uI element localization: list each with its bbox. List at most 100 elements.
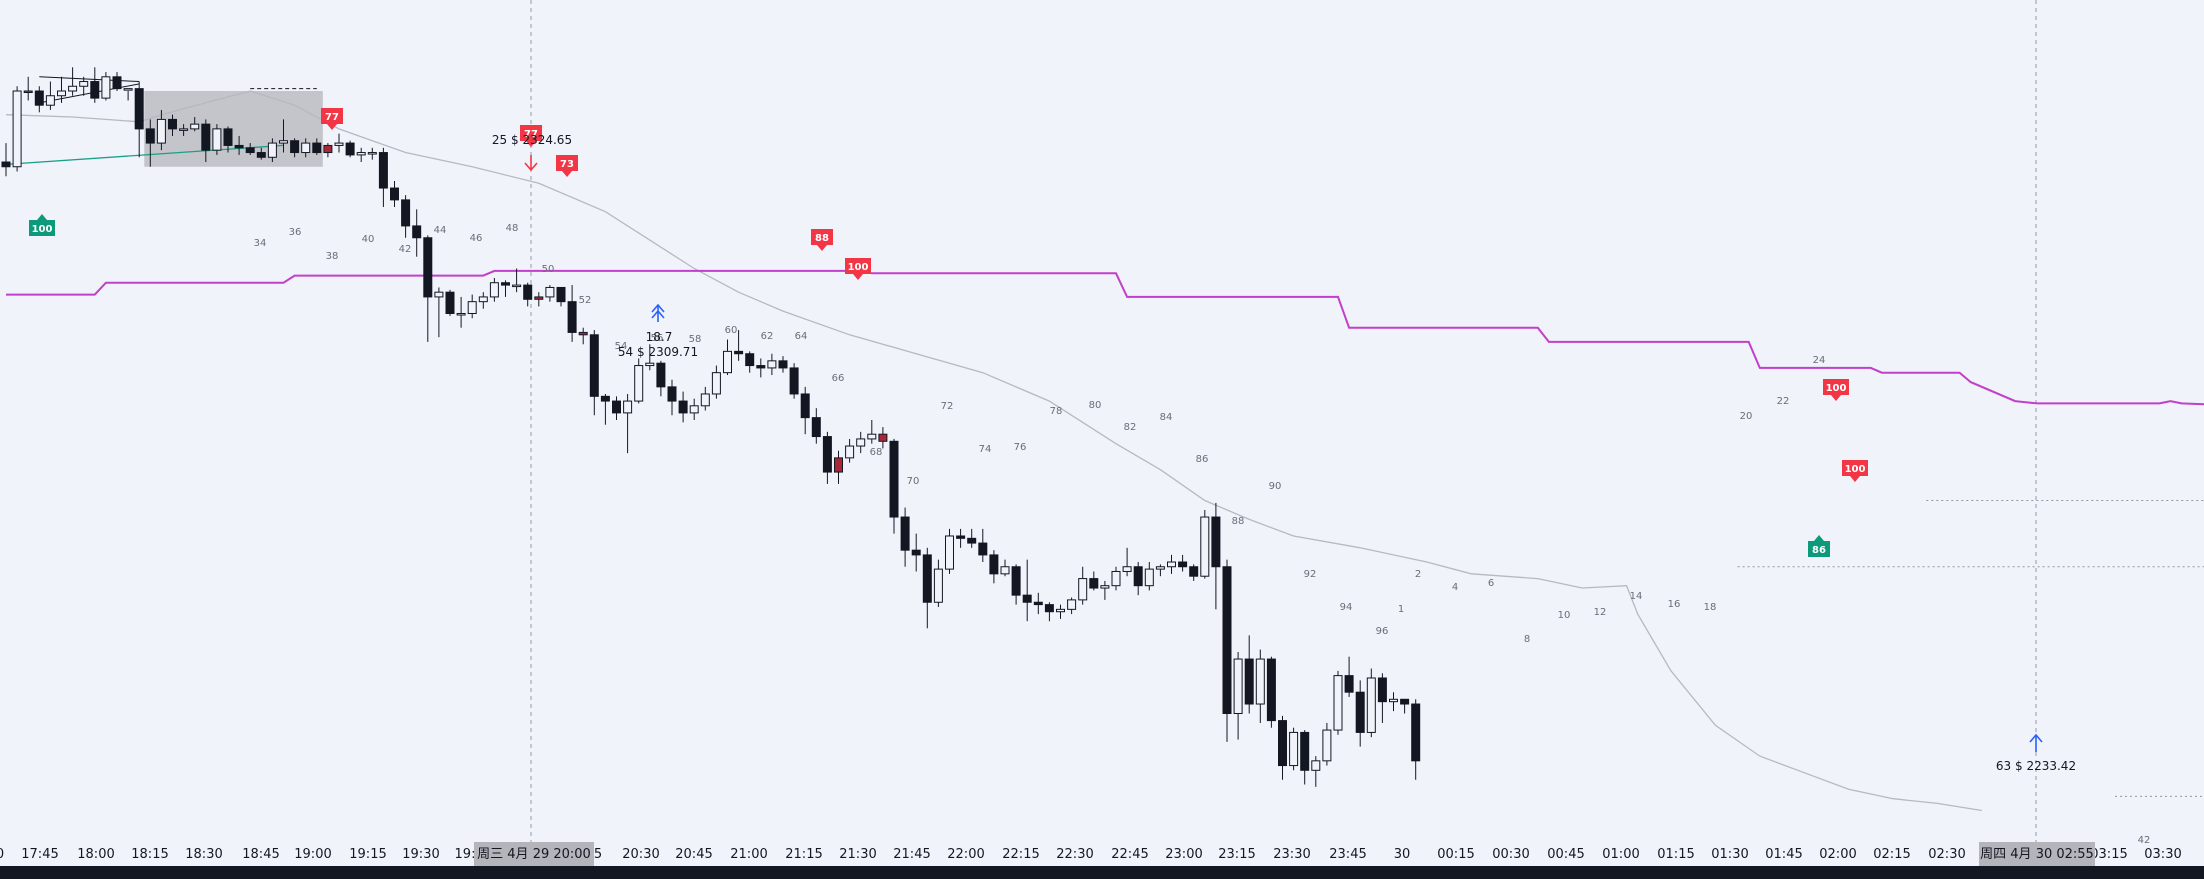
candle xyxy=(1144,562,1154,591)
candle-body xyxy=(112,76,122,90)
count-label: 2 xyxy=(1415,569,1421,580)
candle xyxy=(1122,547,1132,577)
candle xyxy=(267,138,277,163)
candle-body xyxy=(734,350,744,355)
candle xyxy=(1167,554,1176,574)
candle-body xyxy=(1411,703,1421,762)
signal-badge: 86 xyxy=(1808,535,1830,557)
candle xyxy=(478,292,488,309)
count-label: 70 xyxy=(907,476,920,487)
candle-body xyxy=(945,535,954,570)
badge-shape xyxy=(29,214,55,236)
candle xyxy=(79,76,89,96)
count-label: 14 xyxy=(1630,591,1643,602)
candle xyxy=(1300,730,1310,785)
candle-body xyxy=(179,128,189,131)
candle-body xyxy=(279,140,288,144)
candle-body xyxy=(1244,658,1254,705)
time-axis[interactable]: 017:4518:0018:1518:3018:4519:0019:1519:3… xyxy=(0,842,2182,866)
candle-body xyxy=(612,400,621,414)
candle-body xyxy=(933,568,943,603)
candle-body xyxy=(1233,658,1243,714)
crosshair-label-text: 周三 4月 29 20:00 xyxy=(477,847,591,862)
consolidation-zone xyxy=(39,76,323,167)
signal-badge: 100 xyxy=(1842,460,1868,482)
candle-body xyxy=(834,457,843,473)
candle xyxy=(168,114,177,136)
candle xyxy=(1244,635,1254,714)
candle xyxy=(1366,668,1376,738)
candle xyxy=(1278,715,1287,780)
candle xyxy=(745,351,755,373)
time-tick: 02:00 xyxy=(1819,847,1856,862)
time-tick: 19:00 xyxy=(294,847,331,862)
candle-body xyxy=(800,393,810,419)
count-label: 42 xyxy=(2138,835,2151,846)
time-tick: 20:45 xyxy=(675,847,712,862)
candle-body xyxy=(501,282,510,286)
crosshair-label-text: 周四 4月 30 02:55 xyxy=(1980,847,2094,862)
badge-shape xyxy=(1823,379,1849,401)
candle-body xyxy=(1200,516,1210,577)
badge-label: 100 xyxy=(1826,383,1847,394)
candle xyxy=(656,360,666,397)
candle xyxy=(800,386,810,435)
price-annotation: 54 $ 2309.71 xyxy=(618,345,698,359)
candle-body xyxy=(323,144,333,154)
badge-label: 100 xyxy=(848,262,869,273)
candle-body xyxy=(356,152,366,156)
time-tick: 18:45 xyxy=(242,847,279,862)
candle-body xyxy=(789,367,799,395)
count-label: 90 xyxy=(1269,481,1282,492)
price-annotation: 25 $ 2324.65 xyxy=(492,133,572,147)
time-tick: 19: xyxy=(455,847,476,862)
bottom-edge-bar xyxy=(0,866,2204,879)
sell-arrow xyxy=(524,155,538,172)
count-label: 22 xyxy=(1777,396,1790,407)
candle xyxy=(156,109,166,151)
candle xyxy=(1355,680,1365,747)
time-tick: 21:30 xyxy=(839,847,876,862)
candle xyxy=(756,358,766,378)
candle-body xyxy=(101,76,111,99)
candle xyxy=(223,126,233,153)
candle-body xyxy=(1044,604,1054,613)
candle xyxy=(1011,564,1021,605)
time-tick: 00:45 xyxy=(1547,847,1584,862)
count-label: 78 xyxy=(1050,406,1063,417)
candle-body xyxy=(223,128,233,146)
candle xyxy=(1033,592,1043,615)
count-label: 92 xyxy=(1304,569,1317,580)
candle xyxy=(12,86,22,172)
crosshair-lines xyxy=(250,0,2204,842)
time-tick: 21:15 xyxy=(785,847,822,862)
candle xyxy=(1255,649,1265,723)
time-tick: 23:45 xyxy=(1329,847,1366,862)
candle xyxy=(345,140,355,158)
candle xyxy=(434,287,444,338)
candle xyxy=(1411,699,1421,780)
candle xyxy=(467,294,477,319)
candle xyxy=(445,289,455,316)
signal-badge: 88 xyxy=(811,229,833,251)
count-label: 58 xyxy=(689,334,702,345)
candle xyxy=(145,119,155,167)
price-annotation: 18.7 xyxy=(646,330,673,344)
candle-body xyxy=(1322,729,1332,762)
candle xyxy=(423,235,433,342)
candle-body xyxy=(545,286,555,298)
candle xyxy=(634,358,644,404)
time-tick: 21:00 xyxy=(730,847,767,862)
time-tick: 23:00 xyxy=(1165,847,1202,862)
count-label: 42 xyxy=(399,244,412,255)
candle xyxy=(523,282,533,307)
candle-body xyxy=(667,386,677,402)
time-tick: 19:15 xyxy=(349,847,386,862)
candle xyxy=(279,119,288,153)
signal-badge: 100 xyxy=(845,258,871,280)
candle xyxy=(1178,554,1188,572)
candle xyxy=(967,528,977,548)
candle xyxy=(456,296,466,328)
